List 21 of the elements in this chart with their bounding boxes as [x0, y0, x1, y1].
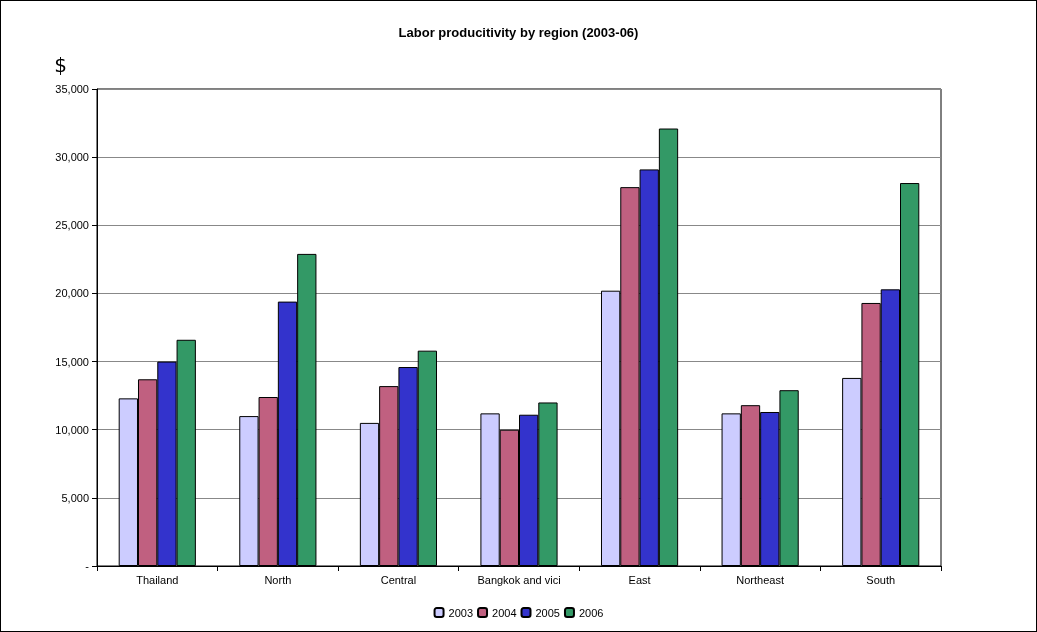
legend-label: 2006 — [578, 606, 604, 619]
legend-label: 2005 — [535, 606, 560, 619]
y-tick-label: - — [85, 560, 90, 572]
y-axis-title: $ — [54, 53, 67, 77]
legend-label: 2003 — [448, 606, 474, 619]
x-tick-label: Central — [380, 573, 417, 586]
y-tick-label: 20,000 — [55, 287, 89, 300]
x-tick-label: South — [866, 573, 896, 586]
chart-title: Labor producitivity by region (2003-06) — [398, 25, 639, 40]
y-tick-label: 35,000 — [55, 83, 89, 95]
x-tick-label: North — [264, 573, 292, 586]
x-tick-label: Bangkok and vici — [477, 573, 561, 586]
y-tick-label: 5,000 — [61, 491, 89, 504]
y-tick-label: 25,000 — [55, 219, 89, 232]
y-tick-label: 30,000 — [55, 151, 89, 164]
x-tick-label: Northeast — [736, 573, 784, 586]
y-tick-label: 15,000 — [55, 355, 89, 368]
y-tick-label: 10,000 — [55, 423, 89, 436]
x-tick-label: Thailand — [136, 573, 179, 586]
legend-label: 2004 — [492, 606, 517, 619]
x-tick-label: East — [628, 573, 651, 586]
